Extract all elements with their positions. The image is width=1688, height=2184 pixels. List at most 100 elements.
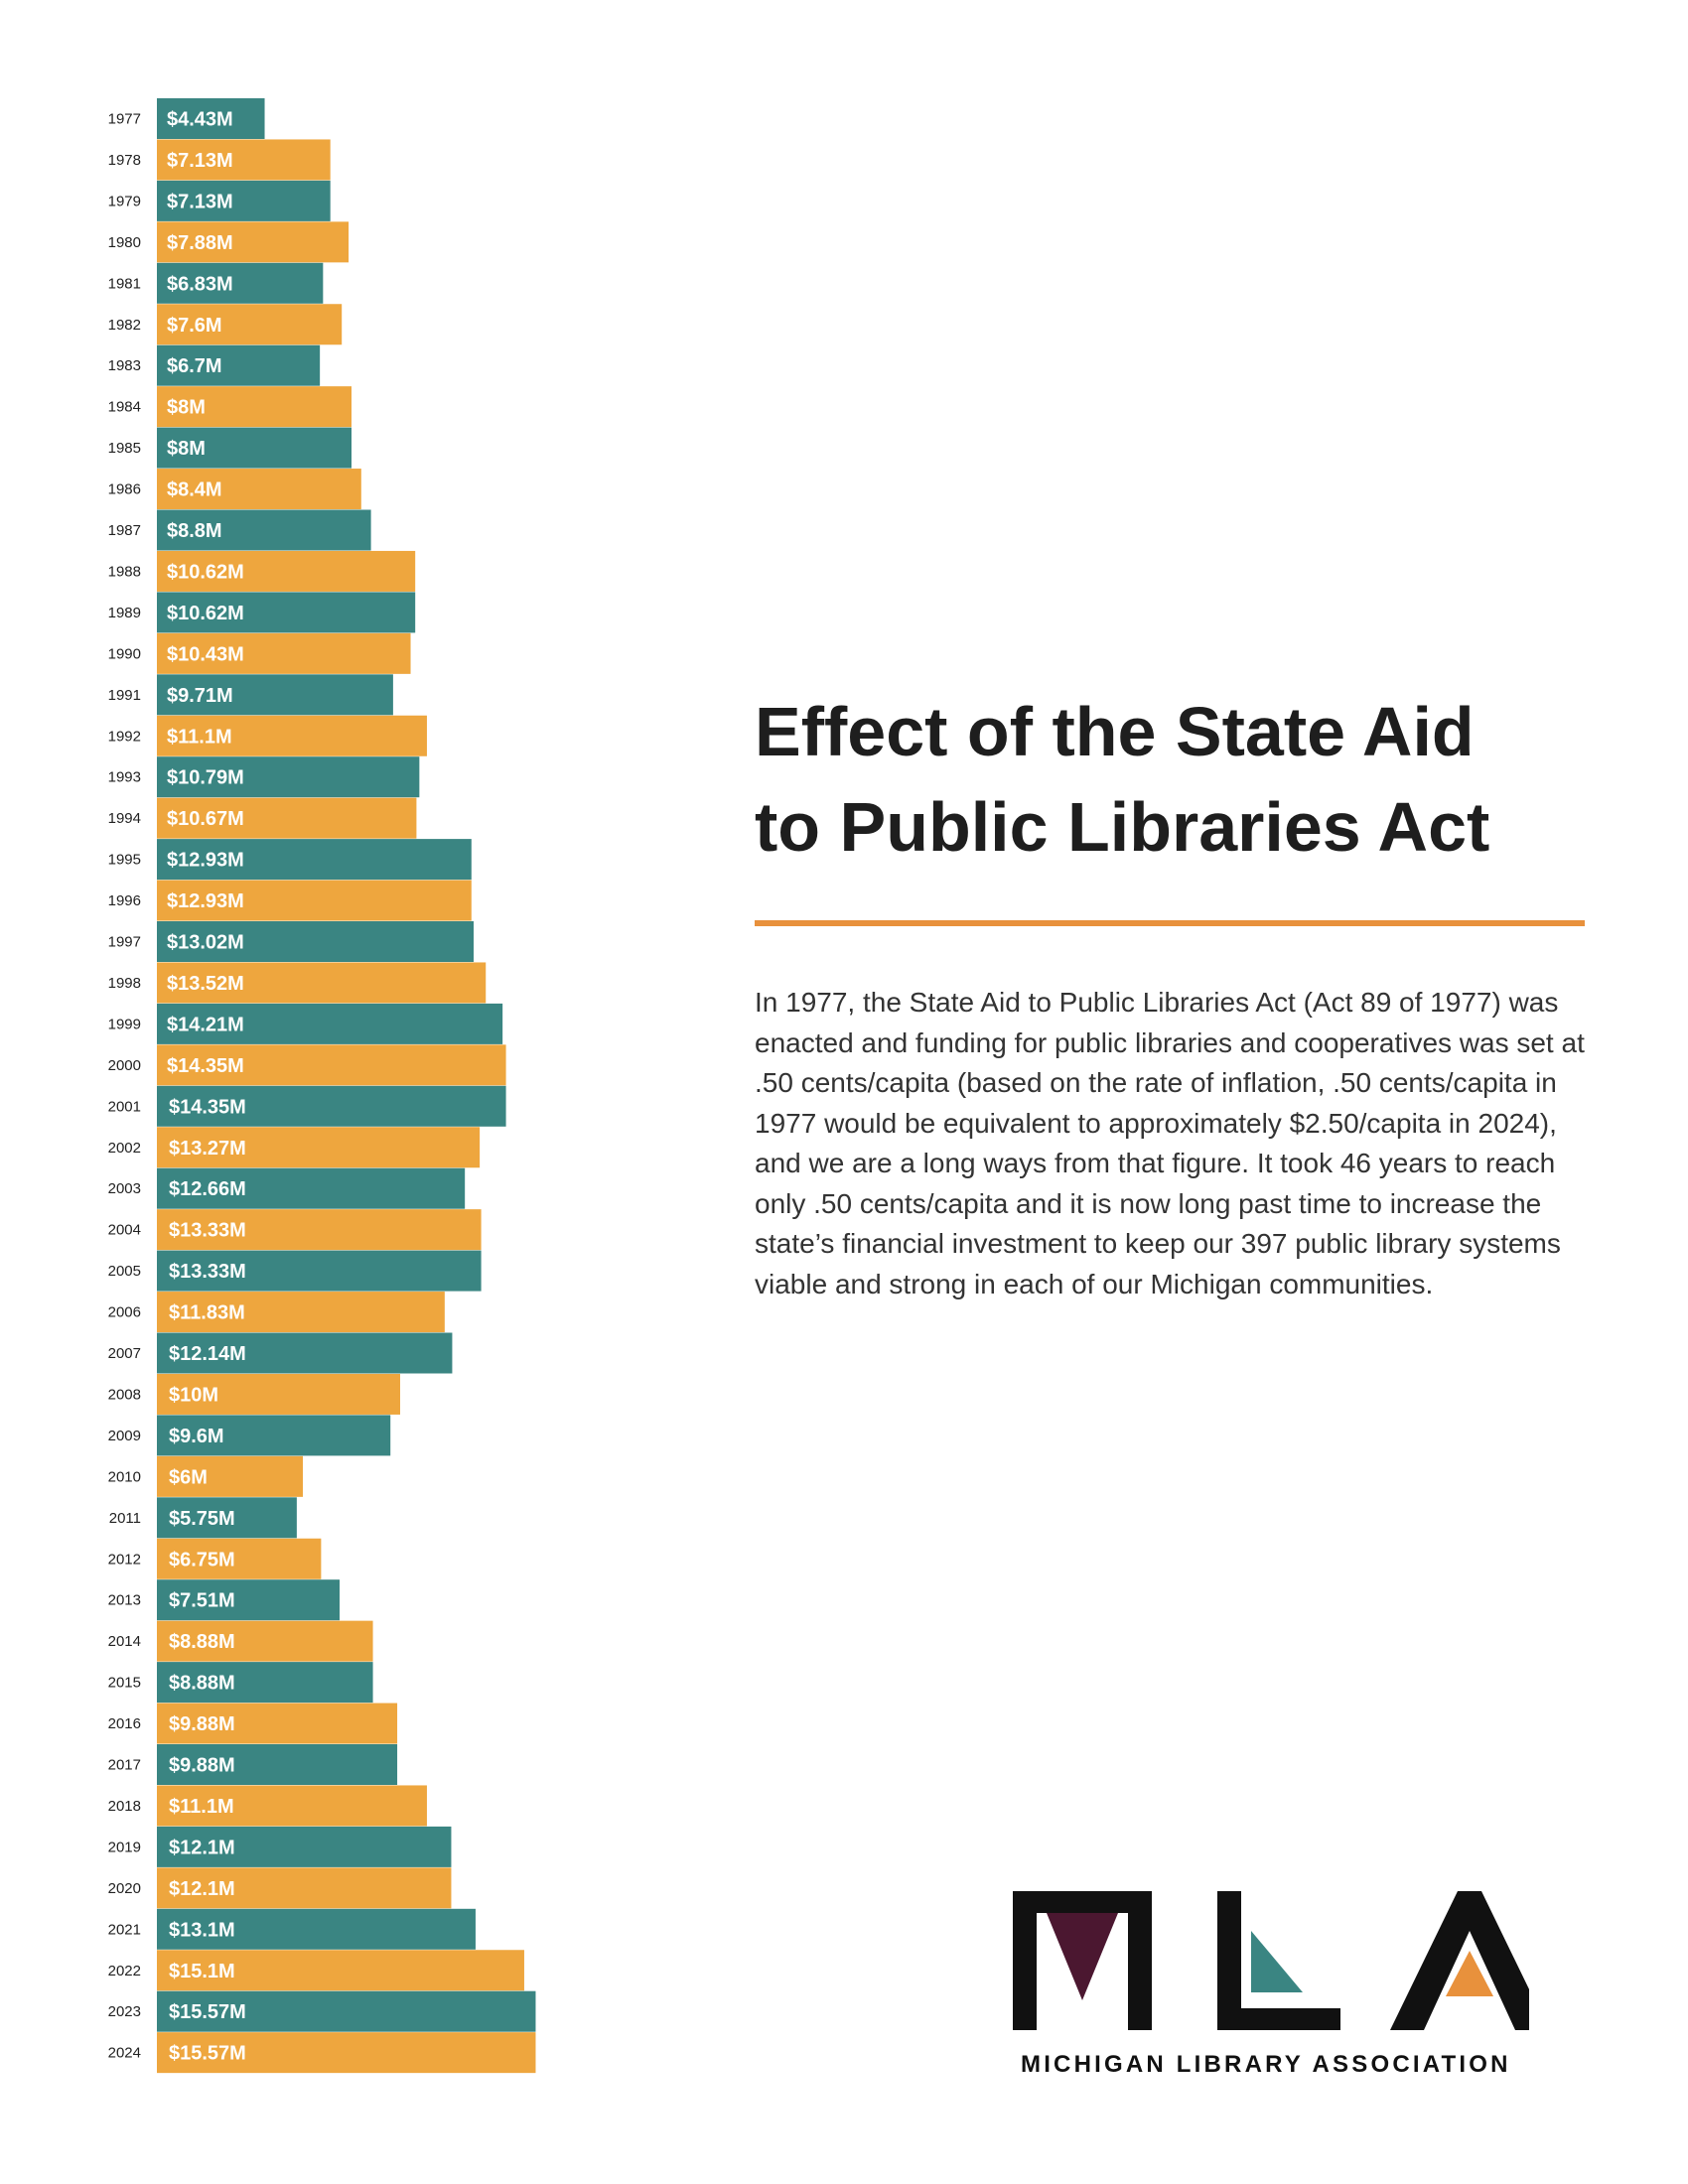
value-label-1988: $10.62M	[167, 561, 244, 583]
value-label-1989: $10.62M	[167, 603, 244, 624]
value-label-2022: $15.1M	[169, 1961, 235, 1982]
year-label-2024: 2024	[108, 2045, 141, 2062]
value-label-2014: $8.88M	[169, 1631, 235, 1653]
bar-1982	[157, 304, 343, 345]
value-label-2000: $14.35M	[167, 1055, 244, 1077]
bar-1991	[157, 674, 393, 716]
year-label-1996: 1996	[108, 892, 141, 909]
value-label-1980: $7.88M	[167, 232, 233, 254]
value-label-1985: $8M	[167, 438, 206, 460]
value-label-2005: $13.33M	[169, 1261, 246, 1283]
year-label-1977: 1977	[108, 111, 141, 128]
value-label-2024: $15.57M	[169, 2043, 246, 2065]
title-line-1: Effect of the State Aid	[755, 693, 1475, 770]
year-label-2015: 2015	[108, 1675, 141, 1692]
year-label-2012: 2012	[108, 1551, 141, 1568]
bar-1998	[157, 962, 487, 1004]
bar-2004	[157, 1209, 482, 1251]
year-label-1987: 1987	[108, 522, 141, 539]
year-label-1980: 1980	[108, 234, 141, 251]
bar-2023	[157, 1990, 536, 2032]
value-label-2003: $12.66M	[169, 1178, 246, 1200]
year-label-2011: 2011	[109, 1510, 141, 1527]
year-label-1998: 1998	[108, 975, 141, 992]
bar-2024	[157, 2032, 536, 2074]
value-label-1995: $12.93M	[167, 850, 244, 872]
value-label-1981: $6.83M	[167, 273, 233, 295]
year-label-2000: 2000	[108, 1057, 141, 1074]
year-label-2016: 2016	[108, 1715, 141, 1732]
year-label-2002: 2002	[108, 1140, 141, 1157]
year-label-1984: 1984	[108, 399, 141, 416]
year-label-1995: 1995	[108, 852, 141, 869]
bar-2013	[157, 1579, 340, 1621]
bar-1983	[157, 344, 321, 386]
bar-1978	[157, 139, 331, 181]
bar-2021	[157, 1908, 476, 1950]
year-label-2009: 2009	[108, 1428, 141, 1444]
year-label-2020: 2020	[108, 1880, 141, 1897]
value-label-1984: $8M	[167, 397, 206, 419]
year-label-2013: 2013	[108, 1592, 141, 1609]
year-label-2006: 2006	[108, 1304, 141, 1321]
value-label-1999: $14.21M	[167, 1014, 244, 1035]
year-label-2018: 2018	[108, 1798, 141, 1815]
year-label-1988: 1988	[108, 563, 141, 580]
value-label-1982: $7.6M	[167, 315, 222, 337]
bar-2017	[157, 1744, 398, 1785]
bar-1988	[157, 550, 416, 592]
value-label-2002: $13.27M	[169, 1138, 246, 1160]
bar-2009	[157, 1415, 391, 1456]
year-label-1989: 1989	[108, 605, 141, 621]
value-label-1996: $12.93M	[167, 890, 244, 912]
year-label-2005: 2005	[108, 1263, 141, 1280]
bar-2006	[157, 1292, 445, 1333]
value-label-2019: $12.1M	[169, 1837, 235, 1858]
bar-1994	[157, 797, 417, 839]
bar-1987	[157, 509, 371, 551]
bar-1984	[157, 386, 352, 428]
year-label-2014: 2014	[108, 1633, 141, 1650]
bar-1995	[157, 839, 472, 881]
value-label-2008: $10M	[169, 1384, 218, 1406]
value-label-1994: $10.67M	[167, 808, 244, 830]
bar-2000	[157, 1044, 506, 1086]
year-label-2007: 2007	[108, 1345, 141, 1362]
bar-2010	[157, 1455, 303, 1497]
value-label-1979: $7.13M	[167, 191, 233, 212]
year-label-1997: 1997	[108, 934, 141, 951]
value-label-1991: $9.71M	[167, 685, 233, 707]
value-label-2007: $12.14M	[169, 1343, 246, 1365]
value-label-1986: $8.4M	[167, 479, 222, 501]
bar-2003	[157, 1167, 466, 1209]
value-label-2016: $9.88M	[169, 1713, 235, 1735]
year-label-2004: 2004	[108, 1222, 141, 1239]
value-label-1978: $7.13M	[167, 150, 233, 172]
bar-1992	[157, 715, 427, 756]
year-label-2010: 2010	[108, 1468, 141, 1485]
mla-monogram-icon	[1013, 1891, 1529, 2030]
value-label-2004: $13.33M	[169, 1220, 246, 1242]
value-label-2021: $13.1M	[169, 1919, 235, 1941]
bar-1997	[157, 921, 474, 962]
bar-2014	[157, 1620, 373, 1662]
intro-paragraph: In 1977, the State Aid to Public Librari…	[755, 987, 1585, 1299]
value-label-2013: $7.51M	[169, 1590, 235, 1612]
value-label-1983: $6.7M	[167, 355, 222, 377]
bar-1986	[157, 469, 361, 510]
value-label-1997: $13.02M	[167, 932, 244, 954]
value-label-2009: $9.6M	[169, 1426, 224, 1447]
bar-2001	[157, 1085, 506, 1127]
bar-2008	[157, 1373, 400, 1415]
year-label-1985: 1985	[108, 440, 141, 457]
year-label-2017: 2017	[108, 1757, 141, 1774]
year-label-2019: 2019	[108, 1839, 141, 1855]
value-label-1998: $13.52M	[167, 973, 244, 995]
value-label-2010: $6M	[169, 1466, 208, 1488]
year-label-1992: 1992	[108, 728, 141, 745]
year-label-2008: 2008	[108, 1386, 141, 1403]
year-label-2021: 2021	[108, 1921, 141, 1938]
bar-2020	[157, 1867, 452, 1909]
value-label-2001: $14.35M	[169, 1096, 246, 1118]
value-label-2012: $6.75M	[169, 1549, 235, 1570]
